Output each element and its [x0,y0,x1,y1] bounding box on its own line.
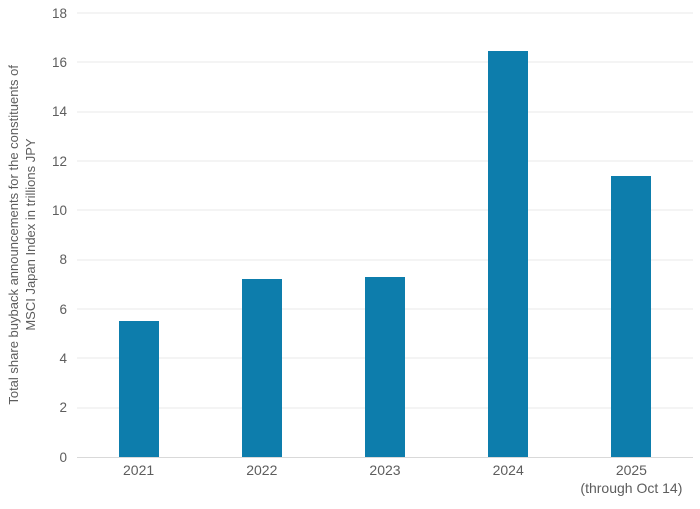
x-tick-label-2022: 2022 [246,461,277,479]
y-tick-label: 10 [51,202,67,218]
x-tick-label-2024: 2024 [493,461,524,479]
y-tick-label: 12 [51,153,67,169]
y-axis-tick-labels: 0 2 4 6 8 10 12 14 16 18 [36,6,67,463]
x-axis-line [77,457,693,458]
y-tick-label: 8 [59,251,67,267]
bar-2022 [241,279,282,457]
bar-2023 [365,276,405,457]
bar-2024 [488,51,529,457]
x-tick-label-2021: 2021 [123,461,154,479]
y-tick-label: 0 [59,449,67,465]
gridline [77,12,693,14]
gridline [77,209,693,211]
category-label: 2024 [492,462,524,478]
category-label: 2023 [369,462,401,478]
bar-2021 [118,321,159,457]
y-axis-title-text: Total share buyback announcements for th… [6,65,40,405]
x-tick-label-2023: 2023 [369,461,400,479]
y-tick-label: 6 [59,301,67,317]
y-axis-title-line1: Total share buyback announcements for th… [6,65,22,405]
category-label: 2022 [246,462,278,478]
y-tick-label: 2 [59,399,67,415]
category-note: (through Oct 14) [580,480,683,497]
plot-area [77,12,693,458]
gridline [77,111,693,113]
gridline [77,259,693,261]
y-tick-label: 18 [51,5,67,21]
y-tick-label: 14 [51,103,67,119]
bar-2025 [611,175,652,457]
category-label: 2025 [615,462,647,478]
y-tick-label: 4 [59,350,67,366]
category-label: 2021 [123,462,155,478]
gridline [77,160,693,162]
gridline [77,61,693,63]
x-tick-label-2025: 2025 (through Oct 14) [580,461,682,498]
y-tick-label: 16 [51,54,67,70]
x-axis-category-labels: 2021 2022 2023 2024 2025 (through Oct 14) [77,461,693,507]
